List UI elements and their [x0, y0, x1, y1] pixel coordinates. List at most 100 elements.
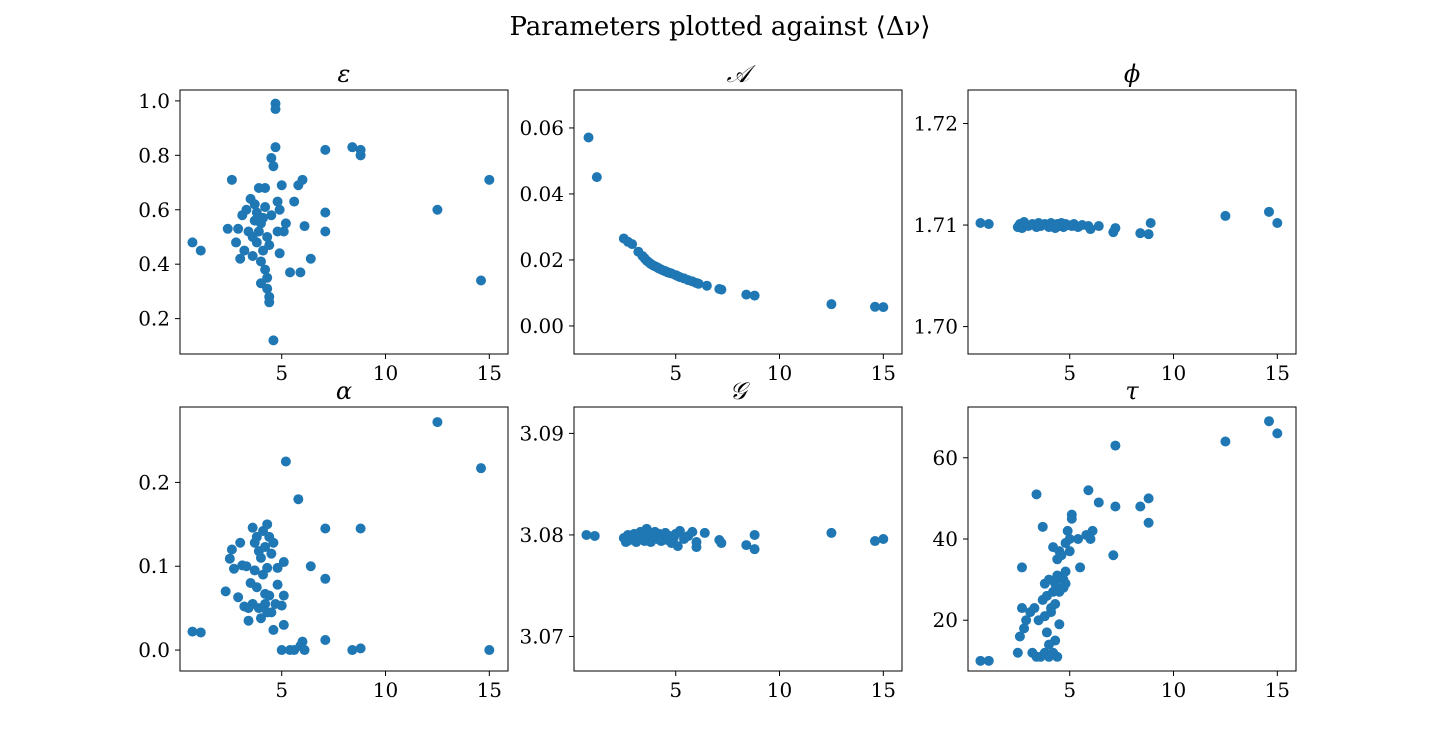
- axes-frame: [179, 406, 509, 672]
- data-point: [285, 267, 296, 278]
- data-point: [258, 212, 269, 223]
- x-tick-label: 5: [669, 361, 682, 385]
- data-point: [239, 245, 250, 256]
- data-point: [272, 196, 283, 207]
- data-point: [280, 456, 291, 467]
- panel-3: α 5 10 15 0.0 0.1 0.2: [138, 377, 509, 702]
- data-point: [476, 463, 487, 474]
- data-point: [272, 579, 283, 590]
- data-point: [1093, 221, 1104, 232]
- data-point: [289, 196, 300, 207]
- data-point: [693, 278, 704, 289]
- y-tick-label: 0.04: [519, 182, 564, 206]
- data-point: [299, 645, 310, 656]
- x-tick-label: 10: [373, 361, 398, 385]
- x-tick-label: 10: [1161, 678, 1186, 702]
- data-point: [1019, 623, 1030, 634]
- data-point: [297, 636, 308, 647]
- data-point: [1073, 534, 1084, 544]
- data-point: [262, 231, 273, 242]
- data-point: [1050, 635, 1061, 646]
- data-point: [1037, 521, 1048, 532]
- data-point: [826, 527, 837, 538]
- data-point: [1143, 517, 1154, 528]
- data-point: [1075, 562, 1086, 573]
- data-point: [589, 530, 600, 541]
- data-point: [983, 655, 994, 666]
- data-point: [251, 237, 262, 248]
- data-point: [260, 202, 271, 213]
- data-point: [1062, 525, 1073, 536]
- data-point: [1031, 489, 1042, 500]
- data-point: [1016, 562, 1027, 573]
- data-point: [278, 590, 289, 601]
- data-point: [276, 600, 287, 611]
- panel-title: 𝒜: [727, 60, 757, 88]
- data-point: [262, 519, 273, 530]
- data-point: [320, 207, 331, 218]
- data-point: [305, 561, 316, 572]
- data-point: [262, 562, 273, 573]
- data-point: [266, 548, 277, 559]
- data-point: [293, 494, 304, 505]
- data-point: [278, 226, 289, 237]
- data-point: [243, 615, 254, 626]
- data-point: [228, 563, 239, 574]
- data-point: [268, 161, 279, 172]
- data-point: [1085, 224, 1096, 235]
- data-point: [1110, 440, 1121, 451]
- data-point: [1108, 550, 1119, 561]
- data-point: [716, 538, 727, 549]
- data-point: [975, 655, 986, 666]
- data-point: [749, 529, 760, 540]
- data-point: [266, 607, 277, 618]
- data-point: [251, 582, 262, 593]
- data-point: [1066, 509, 1077, 520]
- data-point: [297, 174, 308, 185]
- data-point: [674, 525, 685, 536]
- x-tick-label: 15: [1265, 361, 1290, 385]
- y-tick-label: 60: [933, 446, 958, 470]
- y-tick-label: 0.2: [138, 470, 170, 494]
- data-point: [355, 144, 366, 155]
- data-point: [1093, 497, 1104, 508]
- data-point: [249, 565, 260, 576]
- data-point: [320, 573, 331, 584]
- y-tick-label: 0.4: [138, 252, 170, 276]
- x-tick-label: 5: [1063, 361, 1076, 385]
- data-point: [741, 289, 752, 300]
- data-point: [672, 541, 683, 552]
- figure-title: Parameters plotted against ⟨Δν⟩: [509, 12, 931, 42]
- data-point: [320, 634, 331, 645]
- data-point: [1050, 598, 1061, 609]
- data-point: [264, 291, 275, 302]
- data-point: [255, 256, 266, 267]
- data-point: [355, 523, 366, 534]
- data-point: [264, 240, 275, 251]
- y-tick-label: 0.2: [138, 307, 170, 331]
- axes-frame: [179, 89, 509, 355]
- data-point: [233, 223, 244, 234]
- panel-1: 𝒜 5 10 15 0.00 0.02 0.04 0.06: [519, 60, 903, 385]
- data-point: [1083, 485, 1094, 496]
- data-point: [1264, 416, 1275, 427]
- panel-2: ϕ 5 10 15 1.70 1.71 1.72: [913, 60, 1297, 385]
- data-point: [260, 541, 271, 552]
- y-tick-label: 0.6: [138, 198, 170, 222]
- data-point: [253, 226, 264, 237]
- data-point: [268, 624, 279, 635]
- data-point: [1135, 501, 1146, 512]
- data-point: [264, 590, 275, 601]
- data-point: [268, 537, 279, 548]
- data-point: [1060, 578, 1071, 589]
- data-point: [1041, 627, 1052, 638]
- data-point: [241, 561, 252, 572]
- x-tick-label: 5: [275, 361, 288, 385]
- data-point: [247, 522, 258, 533]
- data-point: [272, 562, 283, 573]
- data-point: [255, 613, 266, 624]
- data-point: [347, 142, 358, 153]
- axes-frame: [573, 406, 903, 672]
- panel-0: ε 5 10 15 0.2 0.4 0.6 0.8 1.0: [138, 60, 509, 385]
